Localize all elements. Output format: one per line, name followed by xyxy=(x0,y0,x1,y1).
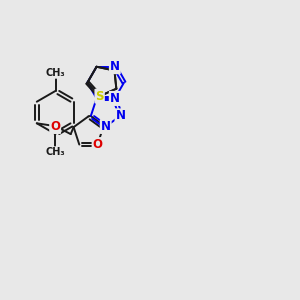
Text: S: S xyxy=(95,90,104,103)
Text: CH₃: CH₃ xyxy=(46,68,65,78)
Text: N: N xyxy=(110,60,120,73)
Text: O: O xyxy=(93,138,103,151)
Text: N: N xyxy=(116,109,125,122)
Text: N: N xyxy=(110,92,120,105)
Text: N: N xyxy=(101,120,111,133)
Text: O: O xyxy=(50,120,60,133)
Text: CH₃: CH₃ xyxy=(46,147,65,157)
Text: N: N xyxy=(110,92,120,105)
